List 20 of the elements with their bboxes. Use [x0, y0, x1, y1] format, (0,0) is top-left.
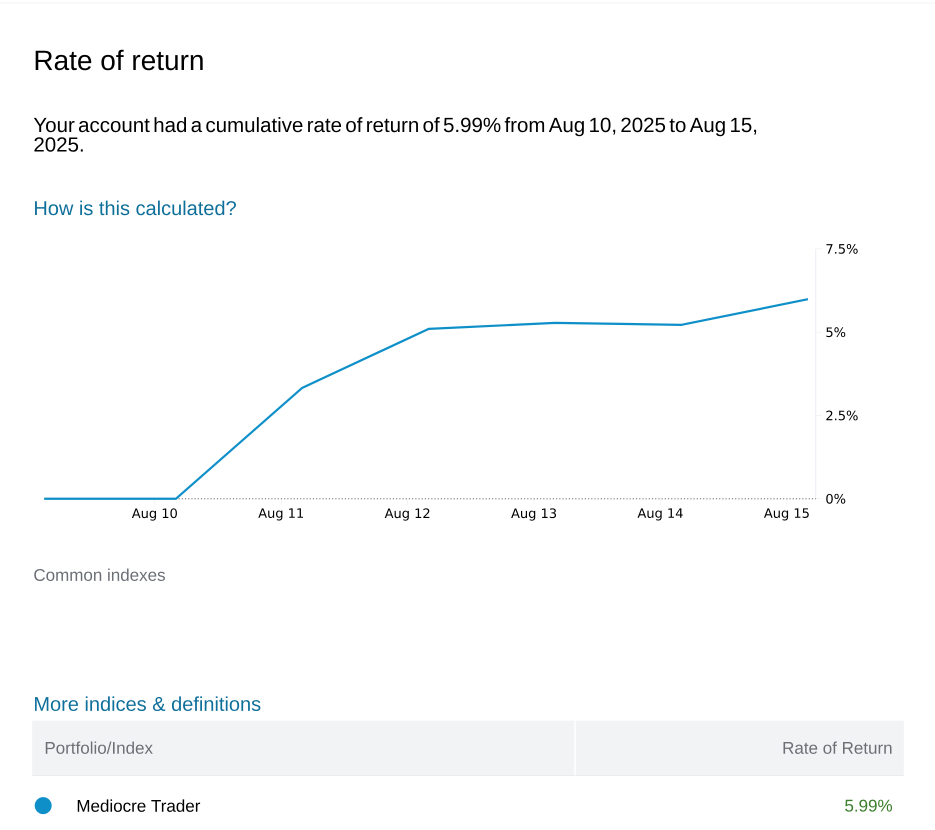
- text: Common indexes: [34, 568, 165, 582]
- x-tick-label: Aug 13: [511, 508, 556, 521]
- x-tick-label: Aug 15: [764, 508, 809, 521]
- x-tick-label: Aug 11: [258, 508, 304, 521]
- y-tick-label: 7.5%: [826, 244, 858, 254]
- chart-subtitle: Your account had a cumulative rate of return of 5.99% from Aug 10, 2025 to Aug 15, 2025.: [34, 117, 756, 152]
- text: Rate of Return: [784, 742, 892, 754]
- x-tick-label: Aug 12: [384, 508, 430, 521]
- legend-label: Mediocre Trader: [78, 800, 200, 812]
- chart-title: Rate of return: [36, 50, 203, 70]
- x-tick-label: Aug 14: [638, 508, 683, 521]
- x-tick-label: Aug 10: [132, 508, 177, 521]
- y-tick-label: 5%: [826, 327, 846, 338]
- text: 5.99%: [845, 800, 892, 812]
- text: Portfolio/Index: [46, 742, 153, 754]
- y-tick-label: 2.5%: [826, 410, 858, 421]
- y-tick-label: 0%: [826, 494, 846, 504]
- text: More indices & definitions: [35, 696, 260, 712]
- text: How is this calculated?: [35, 200, 236, 216]
- line-series: [43, 298, 810, 500]
